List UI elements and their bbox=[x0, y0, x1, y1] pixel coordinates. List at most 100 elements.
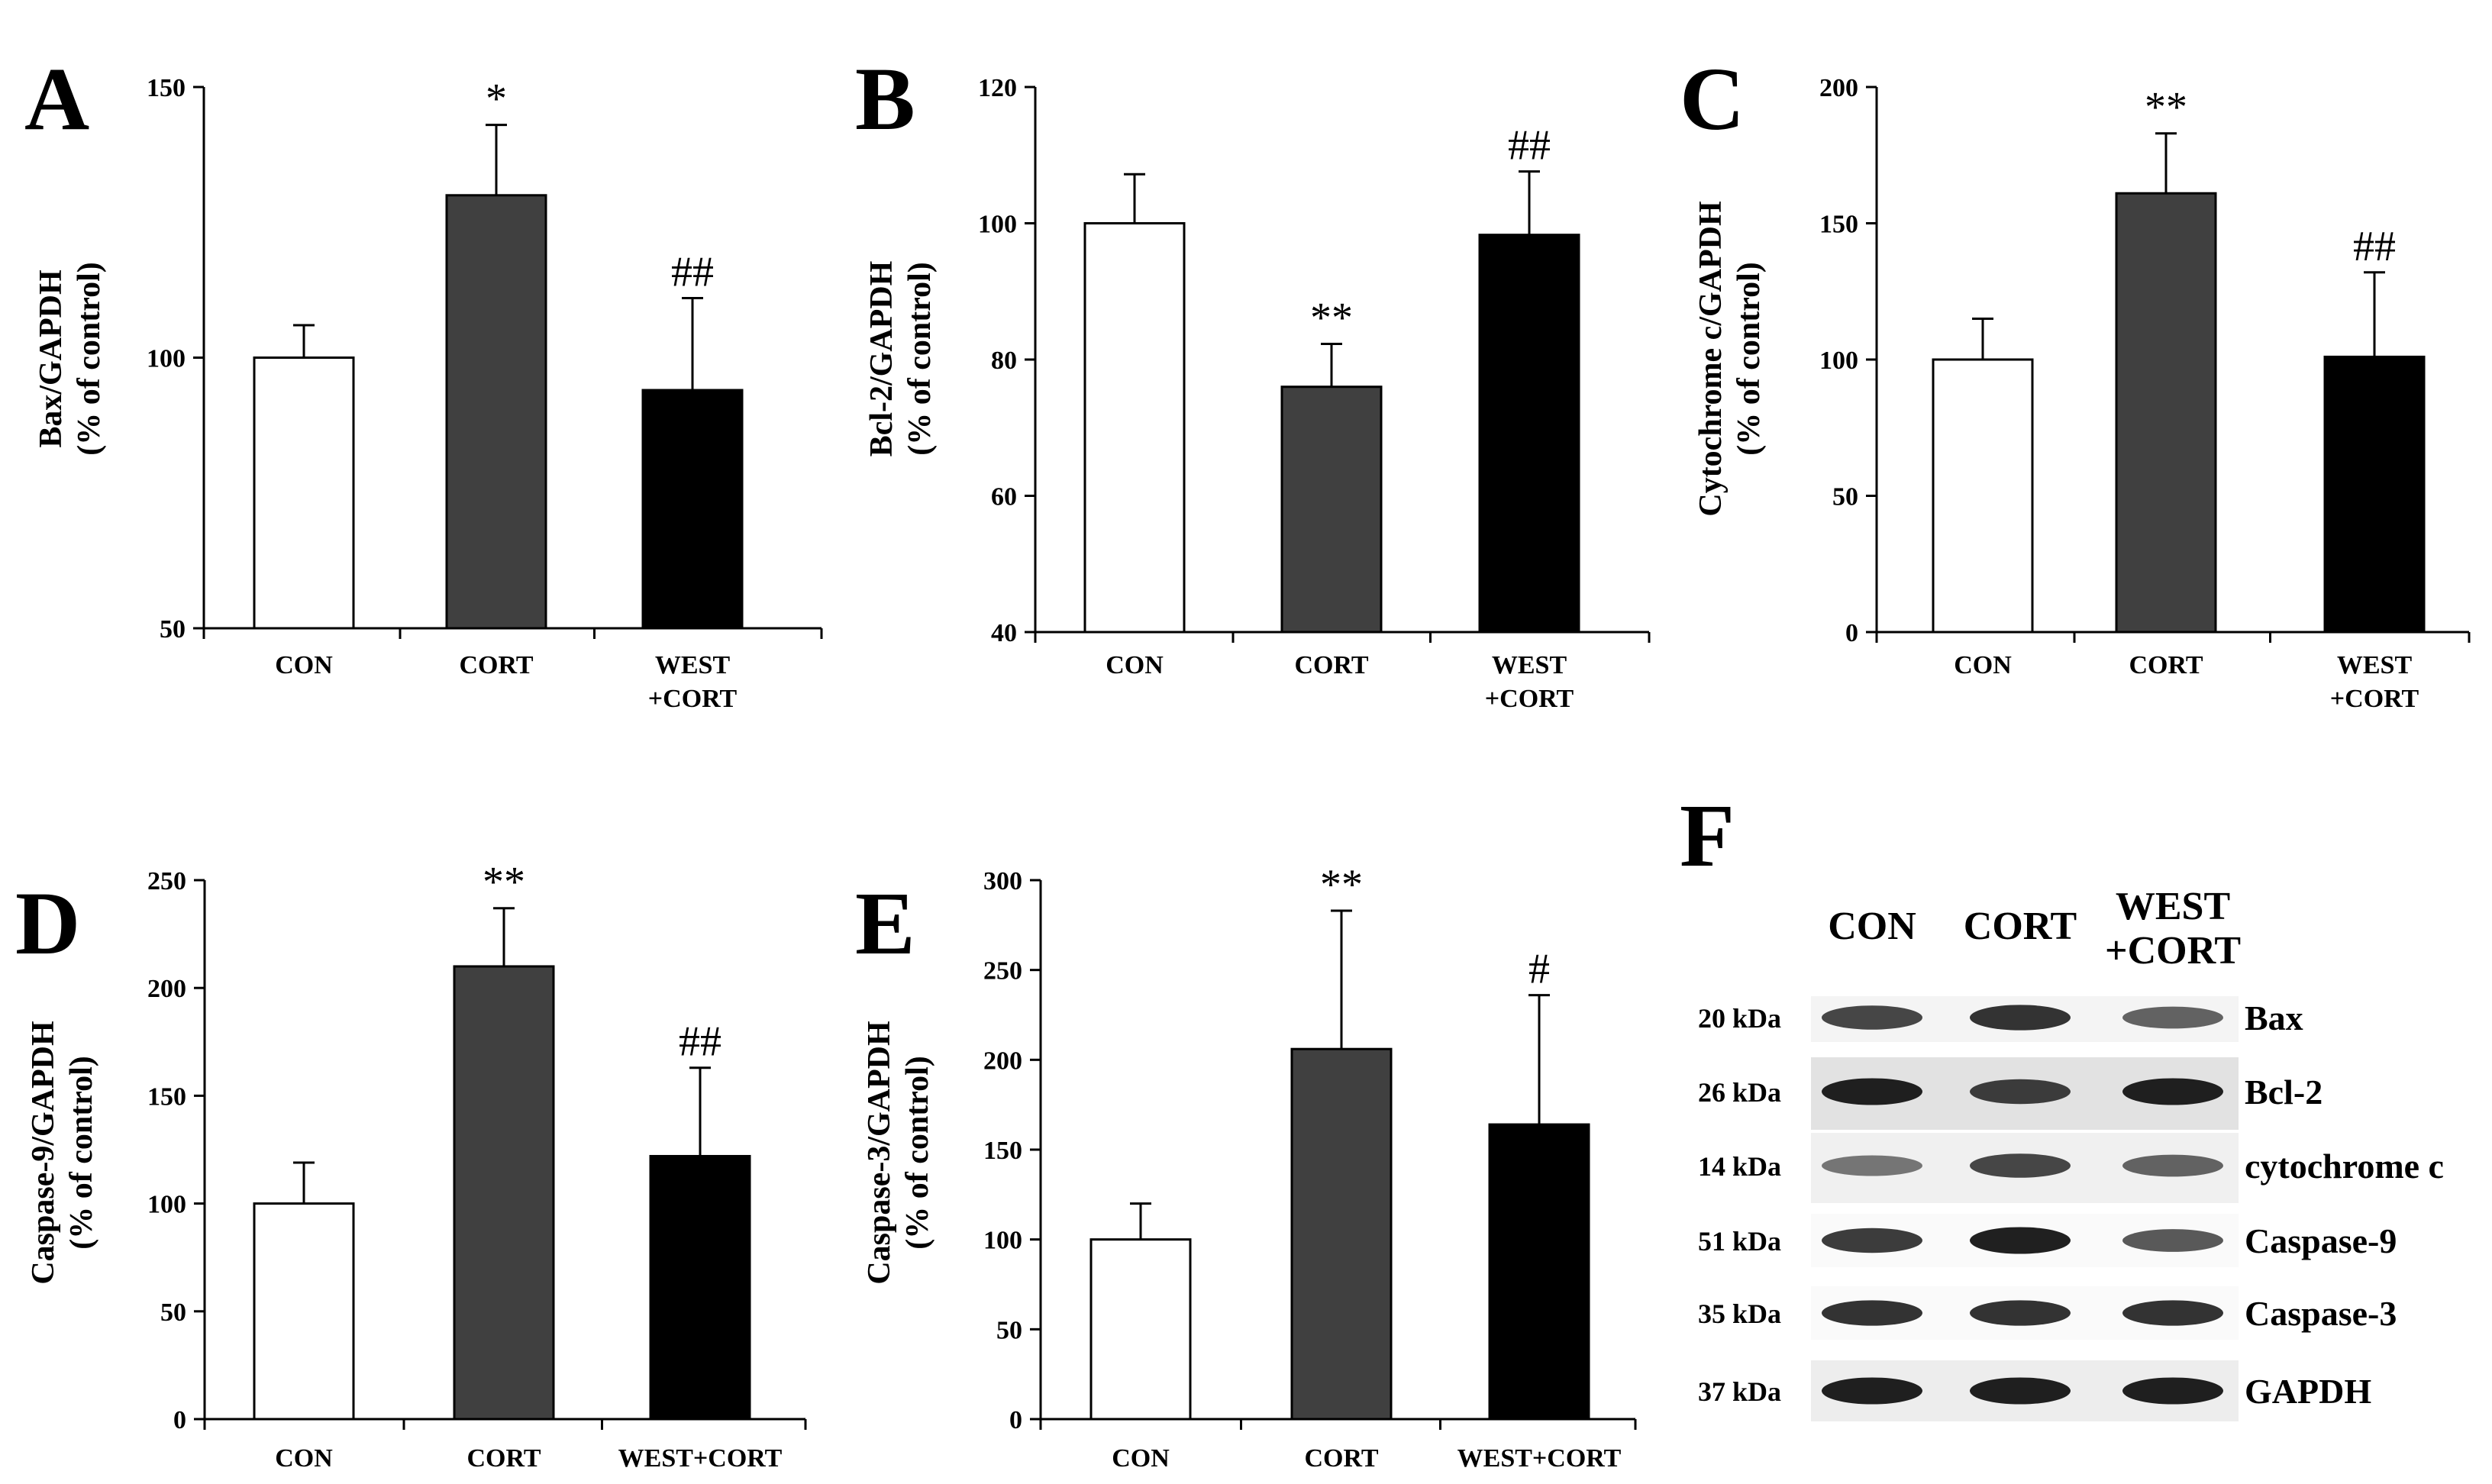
protein-label: cytochrome c bbox=[2245, 1147, 2444, 1186]
bar bbox=[253, 356, 355, 630]
y-tick-label: 50 bbox=[160, 615, 186, 644]
y-tick-label: 40 bbox=[991, 619, 1017, 647]
category-label-line: WEST bbox=[655, 651, 731, 679]
protein-band bbox=[1970, 1079, 2071, 1105]
category-label: CON bbox=[275, 651, 333, 679]
molecular-weight-label: 14 kDa bbox=[1698, 1151, 1781, 1182]
y-axis-label-line: Caspase-9/GAPDH bbox=[26, 1021, 61, 1284]
y-axis-label-line: Bax/GAPDH bbox=[34, 269, 69, 447]
significance-marker: ** bbox=[483, 859, 525, 906]
category-label-line: CON bbox=[275, 1444, 333, 1473]
lane-label-line: CON bbox=[1828, 905, 1916, 948]
protein-band bbox=[1970, 1300, 2071, 1326]
category-label: CON bbox=[275, 1444, 333, 1473]
protein-band bbox=[1970, 1377, 2071, 1405]
category-label-line: +CORT bbox=[2330, 685, 2419, 713]
category-label-line: CORT bbox=[2129, 651, 2203, 679]
lane-label: CON bbox=[1828, 905, 1916, 948]
y-tick-label: 100 bbox=[983, 1227, 1022, 1255]
y-tick-label: 150 bbox=[147, 1082, 186, 1111]
category-label-line: CORT bbox=[459, 651, 533, 679]
protein-band bbox=[1970, 1153, 2071, 1178]
chart-panel-E: E Caspase-3/GAPDH(% of control) 0 50 100 150 2… bbox=[855, 861, 1637, 1473]
y-axis-label-line: (% of control) bbox=[902, 262, 938, 456]
panel-letter: E bbox=[855, 873, 915, 973]
significance-marker: ** bbox=[2145, 84, 2187, 131]
protein-label: Caspase-3 bbox=[2245, 1294, 2397, 1333]
y-tick-label: 150 bbox=[147, 74, 186, 102]
bar bbox=[2323, 355, 2426, 634]
chart-panel-B: B Bcl-2/GAPDH(% of control) 40 60 80 100 120 CO… bbox=[855, 49, 1651, 713]
y-tick-label: 60 bbox=[991, 483, 1017, 511]
lane-label-line: CORT bbox=[1964, 905, 2077, 948]
significance-marker: ## bbox=[679, 1018, 721, 1066]
protein-band bbox=[1822, 1228, 1922, 1253]
category-label: CORT bbox=[466, 1444, 541, 1473]
protein-band bbox=[2122, 1006, 2223, 1029]
category-label: CON bbox=[1112, 1444, 1170, 1473]
y-tick-label: 150 bbox=[983, 1137, 1022, 1165]
category-label-line: CON bbox=[1112, 1444, 1170, 1473]
protein-band bbox=[2122, 1377, 2223, 1405]
protein-label: Bax bbox=[2245, 998, 2303, 1037]
bar bbox=[1290, 1047, 1393, 1421]
western-blot-panel: F CON CORT WEST +CORT 20 kDa Bax 26 kDa Bcl-2 14 … bbox=[1680, 786, 2444, 1421]
category-label-line: CORT bbox=[1304, 1444, 1378, 1473]
y-tick-label: 300 bbox=[983, 867, 1022, 895]
category-label-line: WEST bbox=[2337, 651, 2413, 679]
y-tick-label: 50 bbox=[1832, 483, 1858, 511]
protein-band bbox=[1822, 1078, 1922, 1105]
protein-band bbox=[1822, 1155, 1922, 1176]
bar bbox=[1488, 1123, 1590, 1421]
category-label-line: CORT bbox=[466, 1444, 541, 1473]
y-axis-label-line: Cytochrome c/GAPDH bbox=[1693, 201, 1729, 516]
lane-label-line: WEST bbox=[2116, 885, 2230, 928]
category-label: WEST +CORT bbox=[2330, 651, 2419, 713]
category-label: WEST+CORT bbox=[1457, 1444, 1622, 1473]
bar bbox=[453, 965, 555, 1421]
significance-marker: ** bbox=[1310, 294, 1353, 341]
y-tick-label: 250 bbox=[983, 957, 1022, 986]
y-axis-label: Caspase-3/GAPDH(% of control) bbox=[862, 1021, 935, 1284]
y-tick-label: 150 bbox=[1819, 211, 1858, 239]
y-axis-label-line: (% of control) bbox=[900, 1056, 935, 1250]
protein-band bbox=[1970, 1227, 2071, 1254]
y-tick-label: 100 bbox=[147, 1191, 186, 1219]
category-label-line: CON bbox=[1106, 651, 1164, 679]
protein-label: Bcl-2 bbox=[2245, 1073, 2323, 1111]
category-label-line: WEST bbox=[1492, 651, 1567, 679]
y-axis-label-line: Bcl-2/GAPDH bbox=[864, 261, 899, 457]
y-tick-label: 100 bbox=[147, 345, 186, 373]
lane-label-line: +CORT bbox=[2105, 929, 2241, 973]
molecular-weight-label: 20 kDa bbox=[1698, 1003, 1781, 1034]
category-label: CON bbox=[1954, 651, 2012, 679]
category-label: CORT bbox=[1294, 651, 1368, 679]
y-axis-label: Caspase-9/GAPDH(% of control) bbox=[26, 1021, 99, 1284]
protein-band bbox=[1970, 1005, 2071, 1031]
lane-label: CORT bbox=[1964, 905, 2077, 948]
category-label: CORT bbox=[2129, 651, 2203, 679]
y-axis-label-line: (% of control) bbox=[1732, 262, 1767, 456]
category-label: CORT bbox=[459, 651, 533, 679]
y-axis-label: Bcl-2/GAPDH(% of control) bbox=[864, 261, 938, 457]
bar bbox=[253, 1202, 355, 1421]
panel-letter: F bbox=[1680, 786, 1735, 886]
molecular-weight-label: 26 kDa bbox=[1698, 1077, 1781, 1108]
category-label-line: +CORT bbox=[648, 685, 738, 713]
y-tick-label: 120 bbox=[978, 74, 1017, 102]
protein-band bbox=[2122, 1300, 2223, 1326]
panel-letter: B bbox=[855, 49, 915, 149]
category-label-line: CORT bbox=[1294, 651, 1368, 679]
significance-marker: ** bbox=[1320, 861, 1363, 908]
chart-panel-D: D Caspase-9/GAPDH(% of control) 0 50 100 150 2… bbox=[15, 859, 807, 1473]
protein-label: Caspase-9 bbox=[2245, 1221, 2397, 1260]
bar bbox=[1932, 358, 2034, 634]
y-tick-label: 50 bbox=[996, 1316, 1022, 1344]
panel-letter: A bbox=[24, 49, 89, 149]
y-tick-label: 200 bbox=[1819, 74, 1858, 102]
bar bbox=[649, 1154, 751, 1421]
chart-panel-C: C Cytochrome c/GAPDH(% of control) 0 50 100 1… bbox=[1680, 49, 2471, 713]
bar bbox=[1089, 1238, 1192, 1421]
category-label-line: WEST+CORT bbox=[1457, 1444, 1622, 1473]
